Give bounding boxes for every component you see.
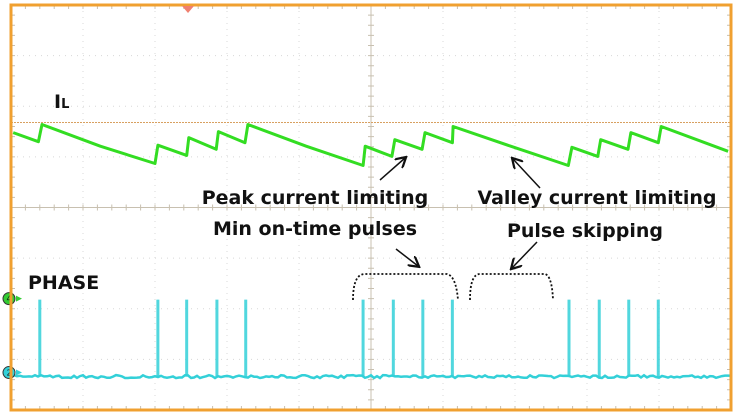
arrow-peak [380,158,405,180]
phase-pulse [568,300,571,377]
bracket-pulse-skipping [470,274,553,300]
annotation-pulse-skipping: Pulse skipping [507,220,663,242]
phase-pulse [598,300,601,377]
annotation-min-on-time: Min on-time pulses [213,218,417,240]
channel-marker-arrow-icon [16,296,22,302]
arrow-min-on-time [396,249,418,266]
trigger-position-icon [182,6,194,13]
phase-pulse [362,300,365,377]
phase-pulse [244,300,247,377]
phase-pulse [451,300,454,377]
channel-marker-arrow-icon [16,370,22,376]
annotation-peak-limiting: Peak current limiting [202,187,429,209]
arrow-pulse-skipping [512,242,537,268]
phase-pulse [421,300,424,377]
phase-label: PHASE [28,272,99,294]
phase-pulse [627,300,630,377]
phase-pulse [392,300,395,377]
phase-pulse [38,300,41,377]
il-label: IL [54,91,69,113]
phase-pulse [215,300,218,377]
arrow-valley [513,159,540,188]
phase-pulse [156,300,159,377]
phase-pulse [185,300,188,377]
phase-pulse [657,300,660,377]
oscilloscope-capture: 42 IL PHASE Peak current limiting Min on… [0,0,737,418]
annotation-valley-limiting: Valley current limiting [477,187,716,209]
